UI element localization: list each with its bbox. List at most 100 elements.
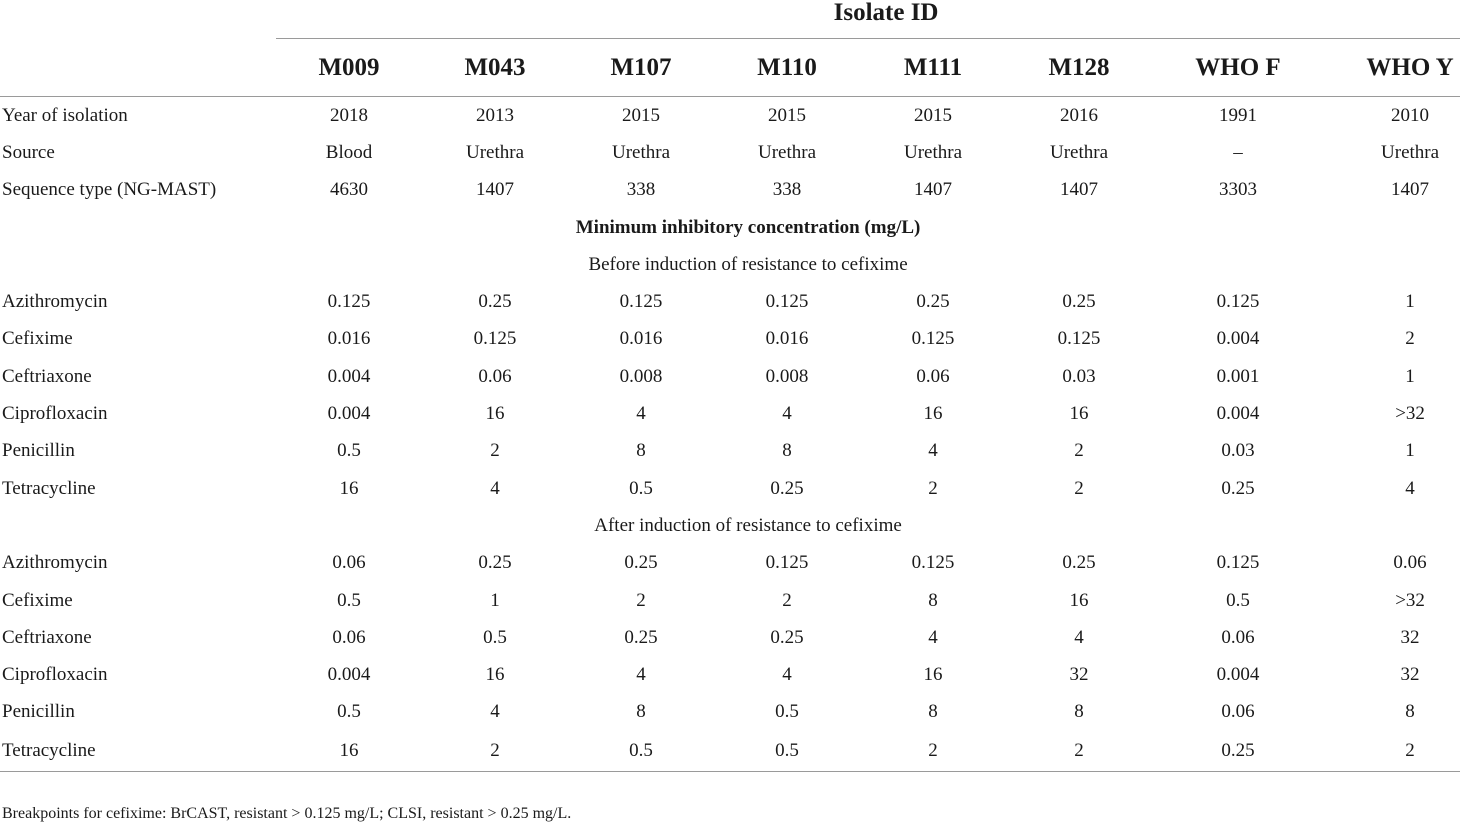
table-cell: 4 bbox=[1405, 477, 1415, 499]
table-cell: 1 bbox=[1405, 291, 1415, 313]
table-row: Ciprofloxacin 0.004 16 4 4 16 16 0.004 >32 bbox=[0, 395, 1460, 432]
row-label: Ciprofloxacin bbox=[2, 403, 108, 425]
table-row: Azithromycin 0.06 0.25 0.25 0.125 0.125 0.25 0.… bbox=[0, 545, 1460, 582]
table-cell: 0.125 bbox=[911, 328, 955, 350]
table-cell: 0.06 bbox=[916, 365, 950, 387]
table-cell: 4 bbox=[782, 403, 792, 425]
column-header: M111 bbox=[860, 38, 1006, 97]
table-cell: 0.004 bbox=[327, 365, 371, 387]
table-cell: 0.004 bbox=[1216, 403, 1260, 425]
table-cell: 0.5 bbox=[629, 477, 653, 499]
table-cell: 16 bbox=[276, 731, 422, 773]
table-cell: 0.06 bbox=[332, 552, 366, 574]
column-header: M043 bbox=[422, 38, 568, 97]
table-cell: 0.125 bbox=[911, 552, 955, 574]
table-cell: 2 bbox=[490, 440, 500, 462]
mic-section-header: Minimum inhibitory concentration (mg/L) bbox=[575, 216, 921, 238]
row-label: Tetracycline bbox=[0, 731, 276, 773]
table-cell: Blood bbox=[325, 141, 373, 163]
table-cell: 2 bbox=[1324, 731, 1460, 773]
table-cell: 0.06 bbox=[1221, 626, 1255, 648]
table-cell: 0.5 bbox=[483, 626, 507, 648]
table-cell: 2016 bbox=[1060, 104, 1098, 126]
mic-section-header-row: Minimum inhibitory concentration (mg/L) bbox=[0, 209, 1460, 246]
table-cell: 2 bbox=[1074, 477, 1084, 499]
table-cell: 0.125 bbox=[1216, 552, 1260, 574]
table-cell: 0.5 bbox=[337, 701, 361, 723]
table-cell: 16 bbox=[1069, 403, 1089, 425]
table-cell: 0.125 bbox=[619, 291, 663, 313]
table-row: Tetracycline 16 2 0.5 0.5 2 2 0.25 2 bbox=[0, 731, 1460, 773]
table-cell: 0.5 bbox=[775, 701, 799, 723]
column-header-spacer bbox=[0, 38, 276, 97]
row-label: Azithromycin bbox=[2, 552, 108, 574]
table-cell: 2 bbox=[1006, 731, 1152, 773]
row-label: Ceftriaxone bbox=[2, 365, 92, 387]
table-row: Ceftriaxone 0.004 0.06 0.008 0.008 0.06 0.03 0.… bbox=[0, 358, 1460, 395]
group-header-row: Isolate ID bbox=[0, 0, 1460, 39]
table-row: Year of isolation 2018 2013 2015 2015 2015 201… bbox=[0, 97, 1460, 135]
after-section-header-row: After induction of resistance to cefixim… bbox=[0, 507, 1460, 544]
table-cell: 16 bbox=[923, 664, 943, 686]
row-label: Ciprofloxacin bbox=[2, 664, 108, 686]
table-cell: 8 bbox=[636, 440, 646, 462]
table-cell: 0.125 bbox=[1216, 291, 1260, 313]
row-label: Cefixime bbox=[2, 328, 73, 350]
table-cell: 0.25 bbox=[1062, 291, 1096, 313]
row-label: Ceftriaxone bbox=[2, 626, 92, 648]
table-cell: 8 bbox=[928, 589, 938, 611]
table-cell: 0.016 bbox=[327, 328, 371, 350]
table-cell: 2 bbox=[1074, 440, 1084, 462]
table-cell: Urethra bbox=[611, 141, 671, 163]
table-cell: 2015 bbox=[914, 104, 952, 126]
table-cell: 0.06 bbox=[332, 626, 366, 648]
table-cell: 32 bbox=[1069, 664, 1089, 686]
table-cell: 32 bbox=[1400, 664, 1420, 686]
table-cell: 0.06 bbox=[1393, 552, 1427, 574]
table-cell: 4 bbox=[928, 440, 938, 462]
table-row: Penicillin 0.5 4 8 0.5 8 8 0.06 8 bbox=[0, 694, 1460, 731]
table-cell: 1407 bbox=[1391, 179, 1430, 201]
table-row: Cefixime 0.016 0.125 0.016 0.016 0.125 0.125 0.… bbox=[0, 321, 1460, 358]
table-cell: 0.125 bbox=[765, 552, 809, 574]
table-cell: 0.004 bbox=[1216, 664, 1260, 686]
table-cell: 0.25 bbox=[478, 552, 512, 574]
table-cell: 0.25 bbox=[624, 626, 658, 648]
table-cell: 0.016 bbox=[619, 328, 663, 350]
table-cell: 0.125 bbox=[327, 291, 371, 313]
table-cell: 16 bbox=[1069, 589, 1089, 611]
mic-table: Isolate ID M009 M043 M107 M110 M111 M128 WHO F… bbox=[0, 0, 1460, 773]
table-cell: 4 bbox=[636, 403, 646, 425]
table-cell: >32 bbox=[1395, 589, 1425, 611]
table-cell: 0.001 bbox=[1216, 365, 1260, 387]
table-cell: 0.008 bbox=[765, 365, 809, 387]
table-cell: 1407 bbox=[1060, 179, 1098, 201]
table-cell: 0.5 bbox=[337, 440, 361, 462]
table-cell: 2018 bbox=[330, 104, 368, 126]
table-cell: 0.25 bbox=[624, 552, 658, 574]
table-cell: 0.125 bbox=[473, 328, 517, 350]
table-cell: 0.125 bbox=[765, 291, 809, 313]
table-cell: 1407 bbox=[914, 179, 952, 201]
table-cell: 3303 bbox=[1219, 179, 1257, 201]
table-cell: 8 bbox=[636, 701, 646, 723]
table-cell: 0.25 bbox=[1152, 731, 1324, 773]
table-cell: 4 bbox=[928, 626, 938, 648]
table-cell: 4 bbox=[636, 664, 646, 686]
table-cell: 0.25 bbox=[1062, 552, 1096, 574]
table-cell: 2015 bbox=[768, 104, 806, 126]
before-section-header-row: Before induction of resistance to cefixi… bbox=[0, 246, 1460, 283]
group-header-spacer bbox=[0, 0, 276, 39]
table-cell: 0.06 bbox=[478, 365, 512, 387]
table-cell: 16 bbox=[339, 477, 359, 499]
column-header: M128 bbox=[1006, 38, 1152, 97]
table-cell: 8 bbox=[1405, 701, 1415, 723]
row-label: Penicillin bbox=[2, 440, 75, 462]
table-cell: 2010 bbox=[1391, 104, 1430, 126]
column-header: WHO Y bbox=[1324, 38, 1460, 97]
table-cell: 0.25 bbox=[916, 291, 950, 313]
column-header: M107 bbox=[568, 38, 714, 97]
table-cell: 8 bbox=[782, 440, 792, 462]
table-cell: 2 bbox=[1405, 328, 1415, 350]
table-row: Penicillin 0.5 2 8 8 4 2 0.03 1 bbox=[0, 433, 1460, 470]
